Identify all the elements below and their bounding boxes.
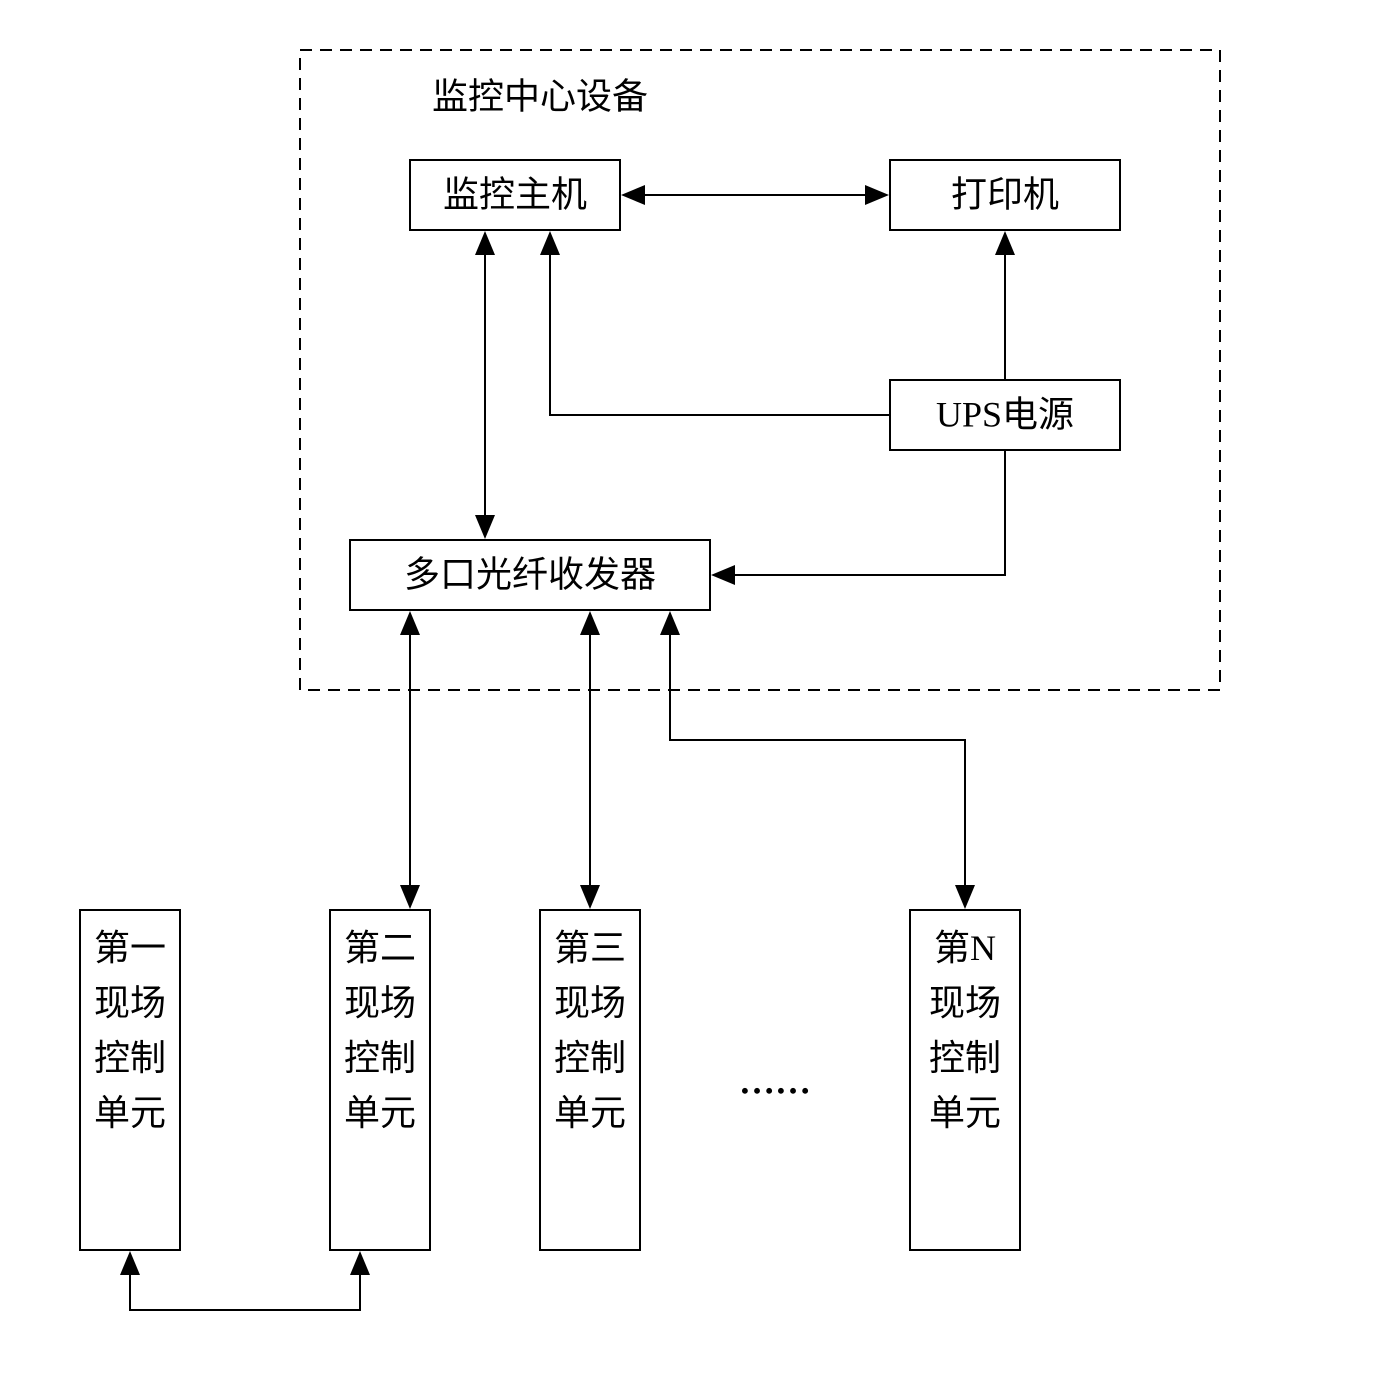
unit3-label-3: 控制: [554, 1038, 626, 1078]
unitN-label-4: 单元: [929, 1093, 1001, 1133]
ups-label: UPS电源: [936, 394, 1074, 434]
unit2-label-3: 控制: [344, 1038, 416, 1078]
unit1-label-4: 单元: [94, 1093, 166, 1133]
monitor-host-label: 监控主机: [443, 174, 587, 214]
unit1-label-2: 现场: [94, 983, 166, 1023]
unit2-label-2: 现场: [344, 983, 416, 1023]
container-title: 监控中心设备: [432, 76, 648, 116]
unit3-label-4: 单元: [554, 1093, 626, 1133]
unit1-label-1: 第一: [94, 928, 166, 968]
unitN-label-3: 控制: [929, 1038, 1001, 1078]
edge-ups-fiber: [715, 450, 1005, 575]
unit2-label-1: 第二: [344, 928, 416, 968]
unit2-label-4: 单元: [344, 1093, 416, 1133]
edge-ups-host: [550, 235, 890, 415]
unit1-label-3: 控制: [94, 1038, 166, 1078]
ellipsis: ……: [739, 1061, 811, 1101]
unitN-label-1: 第N: [934, 928, 996, 968]
fiber-transceiver-label: 多口光纤收发器: [404, 554, 656, 594]
unitN-label-2: 现场: [929, 983, 1001, 1023]
printer-label: 打印机: [951, 174, 1059, 214]
diagram-canvas: 监控中心设备 监控主机 打印机 UPS电源 多口光纤收发器 第一 现场 控制 单…: [40, 40, 1240, 1360]
unit3-label-1: 第三: [554, 928, 626, 968]
edge-fiber-unitN: [670, 615, 965, 905]
unit3-label-2: 现场: [554, 983, 626, 1023]
